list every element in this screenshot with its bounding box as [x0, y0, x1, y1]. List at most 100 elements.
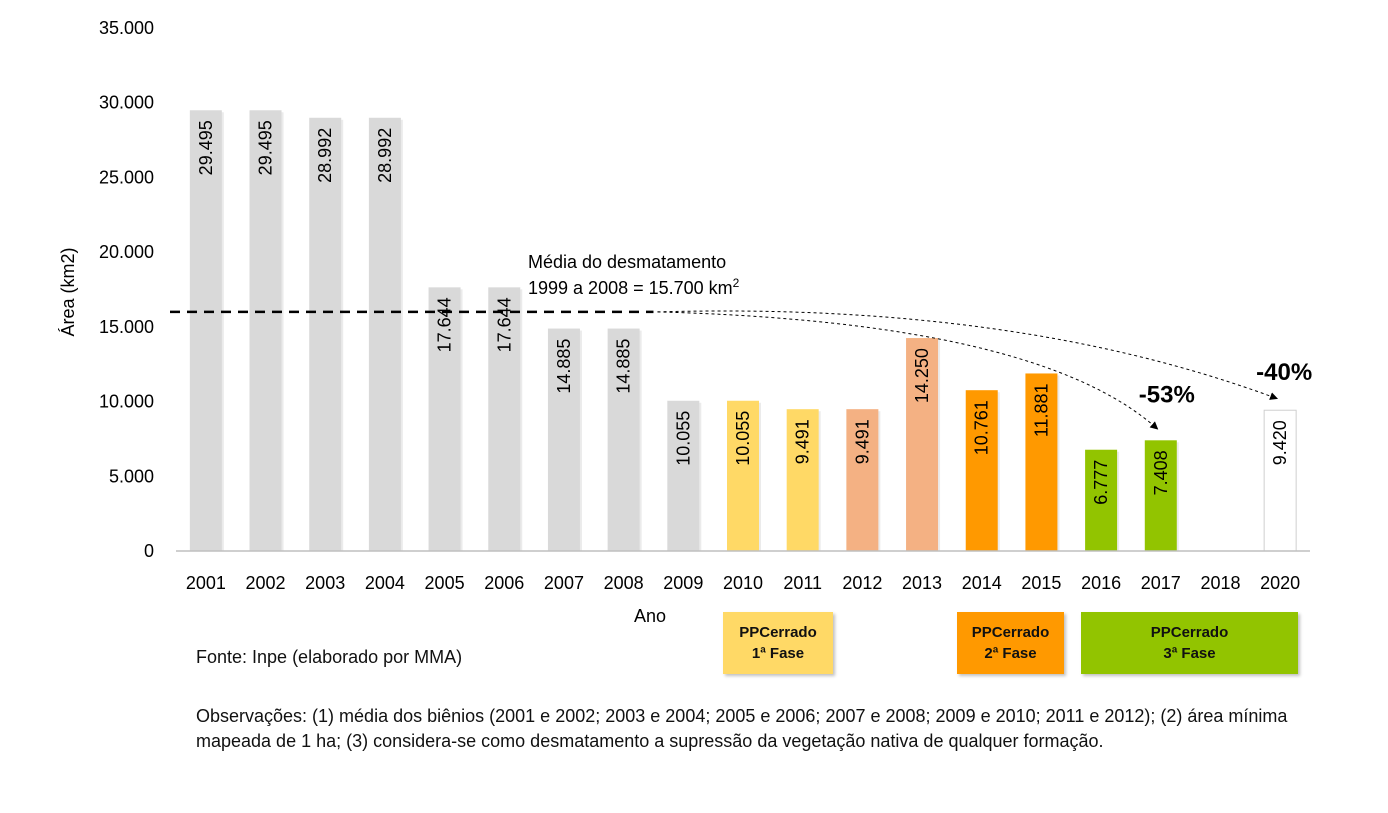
bar-value-label-2003: 28.992: [315, 128, 335, 183]
bar-shadow: [221, 112, 224, 551]
bar-shadow: [1176, 442, 1179, 551]
bar-2015: [1025, 373, 1058, 551]
bar-2004: [368, 117, 401, 552]
bar-shadow: [938, 340, 941, 551]
phase-box-1: PPCerrado 1ª Fase: [723, 612, 833, 674]
phase-3-title: PPCerrado: [1150, 624, 1229, 641]
bar-shadow: [281, 112, 284, 551]
bar-shadow: [818, 411, 821, 551]
bar-2008: [607, 328, 640, 551]
average-label-line2: 1999 a 2008 = 15.700 km2: [528, 276, 740, 298]
x-tick-label: 2015: [1021, 573, 1061, 593]
annotation-label-2017: -53%: [1139, 381, 1195, 408]
phase-2-subtitle: 2ª Fase: [984, 645, 1037, 662]
bar-value-label-2002: 29.495: [256, 120, 276, 175]
x-tick-label: 2018: [1200, 573, 1240, 593]
bar-shadow: [699, 402, 702, 551]
x-tick-label: 2020: [1260, 573, 1300, 593]
bar-2002: [249, 110, 282, 551]
bar-shadow: [460, 289, 463, 551]
x-tick-label: 2003: [305, 573, 345, 593]
x-tick-label: 2011: [783, 573, 822, 593]
bar-shadow: [1117, 451, 1120, 551]
bar-2014: [965, 390, 998, 551]
y-axis-title: Área (km2): [58, 247, 78, 336]
bar-value-label-2011: 9.491: [793, 419, 813, 464]
bar-2013: [906, 338, 939, 551]
x-axis: 2001 2002 2003 2004 2005 2006 2007 2008 2009 2010…: [176, 550, 1310, 593]
phase-2-title: PPCerrado: [971, 624, 1050, 641]
phase-box-2: PPCerrado 2ª Fase: [957, 612, 1064, 674]
y-axis: 0 5.000 10.000 15.000 20.000 25.000 30.000 35.0…: [99, 18, 154, 561]
y-tick-label: 20.000: [99, 242, 154, 262]
bar-value-label-2008: 14.885: [614, 339, 634, 394]
bar-shadow: [579, 330, 582, 551]
bar-value-label-2017: 7.408: [1151, 450, 1171, 495]
y-tick-label: 5.000: [109, 466, 154, 486]
bar-value-label-2007: 14.885: [554, 339, 574, 394]
average-label-sup: 2: [733, 276, 740, 290]
bar-2001: [189, 110, 222, 551]
bar-shadow: [639, 330, 642, 551]
bar-2003: [309, 117, 342, 552]
bar-2011: [786, 409, 819, 551]
average-line-group: Média do desmatamento 1999 a 2008 = 15.70…: [170, 252, 740, 314]
y-tick-label: 0: [144, 541, 154, 561]
x-tick-label: 2013: [902, 573, 942, 593]
deforestation-bar-chart: 0 5.000 10.000 15.000 20.000 25.000 30.000 35.0…: [58, 18, 1312, 626]
phase-box-3: PPCerrado 3ª Fase: [1081, 612, 1298, 674]
y-tick-label: 10.000: [99, 392, 154, 412]
bar-2017: [1144, 440, 1177, 551]
bar-shadow: [759, 402, 761, 551]
bar-value-label-2006: 17.644: [494, 297, 514, 352]
y-tick-label: 25.000: [99, 167, 154, 187]
bar-shadow: [341, 119, 344, 552]
x-tick-label: 2016: [1081, 573, 1121, 593]
y-tick-label: 35.000: [99, 18, 154, 38]
bar-2020: [1263, 409, 1297, 552]
x-tick-label: 2009: [663, 573, 703, 593]
bar-2005: [428, 287, 461, 551]
bar-value-label-2012: 9.491: [852, 419, 872, 464]
bar-shadow: [997, 392, 1000, 551]
bar-2010: [727, 400, 759, 551]
annotations: -53% -40%: [657, 310, 1312, 430]
bar-value-label-2020: 9.420: [1270, 420, 1290, 465]
source-note: Fonte: Inpe (elaborado por MMA): [196, 647, 463, 667]
bar-shadow: [1057, 375, 1060, 551]
y-tick-label: 15.000: [99, 317, 154, 337]
x-tick-label: 2012: [842, 573, 882, 593]
bar-value-label-2015: 11.881: [1031, 383, 1051, 437]
annotation-arrow-2020: [657, 310, 1279, 400]
bar-value-label-2013: 14.250: [912, 348, 932, 403]
bar-2016: [1085, 449, 1118, 551]
bars: 29.495 29.495 28.992 28.992 17.644 17.644 14.8…: [189, 110, 1297, 552]
bar-2012: [846, 409, 879, 551]
x-tick-label: 2006: [484, 573, 524, 593]
phase-1-subtitle: 1ª Fase: [751, 645, 805, 662]
bar-2009: [667, 400, 700, 551]
y-tick-label: 30.000: [99, 93, 154, 113]
bar-value-label-2004: 28.992: [375, 128, 395, 183]
bar-shadow: [520, 289, 523, 551]
x-tick-label: 2008: [604, 573, 644, 593]
average-label-line1: Média do desmatamento: [528, 252, 726, 272]
bar-value-label-2005: 17.644: [435, 297, 455, 352]
x-tick-label: 2001: [186, 573, 226, 593]
x-tick-label: 2010: [723, 573, 763, 593]
bar-value-label-2001: 29.495: [196, 120, 216, 175]
bar-shadow: [878, 411, 881, 551]
annotation-label-2020: -40%: [1256, 359, 1312, 386]
bar-value-label-2014: 10.761: [972, 400, 992, 455]
bar-2006: [488, 287, 521, 551]
x-tick-label: 2014: [962, 573, 1002, 593]
observations-note: Observações: (1) média dos biênios (2001…: [196, 706, 1288, 751]
bar-shadow: [400, 119, 403, 552]
bar-2007: [547, 328, 580, 551]
phase-1-title: PPCerrado: [739, 624, 817, 641]
bar-value-label-2016: 6.777: [1091, 460, 1111, 505]
phase-3-subtitle: 3ª Fase: [1163, 645, 1216, 662]
x-axis-title: Ano: [634, 606, 666, 626]
x-tick-label: 2002: [246, 573, 286, 593]
x-tick-label: 2004: [365, 573, 405, 593]
